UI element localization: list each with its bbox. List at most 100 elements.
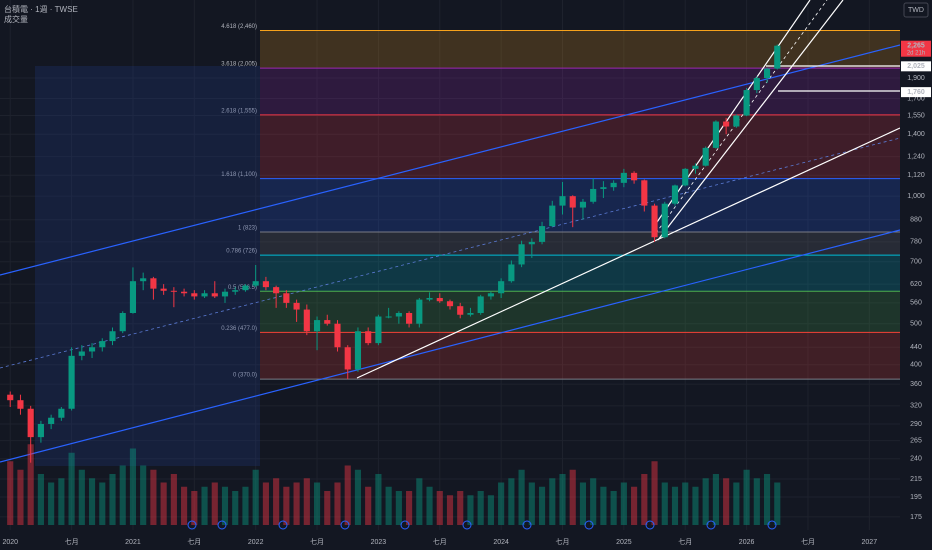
x-tick-label: 2022 xyxy=(248,539,264,546)
y-tick-label: 290 xyxy=(910,421,922,428)
y-tick-label: 240 xyxy=(910,456,922,463)
channel-lower xyxy=(0,229,901,463)
y-tick-label: 400 xyxy=(910,362,922,369)
volume-bar xyxy=(344,465,351,525)
volume-bar xyxy=(324,491,331,525)
event-icon[interactable] xyxy=(706,520,716,530)
event-icon[interactable] xyxy=(340,520,350,530)
volume-bar xyxy=(487,495,494,525)
y-tick-label: 1,700 xyxy=(907,95,925,102)
volume-bar xyxy=(702,478,709,525)
event-icon[interactable] xyxy=(400,520,410,530)
volume-bar xyxy=(313,482,321,525)
y-tick-label: 175 xyxy=(910,514,922,521)
countdown: 2d 21h xyxy=(907,50,925,56)
y-tick-label: 1,240 xyxy=(907,153,925,160)
candle-body xyxy=(262,281,269,288)
price-label: 1,760 xyxy=(907,89,925,96)
volume-bar xyxy=(712,474,719,525)
candle-body xyxy=(232,290,239,292)
volume-bar xyxy=(191,491,198,525)
candle-body xyxy=(313,320,321,332)
fib-band xyxy=(260,30,900,69)
candle-body xyxy=(416,299,423,324)
volume-bar xyxy=(140,465,147,525)
candle-body xyxy=(58,408,65,418)
event-icon[interactable] xyxy=(462,520,472,530)
candle-body xyxy=(129,281,137,314)
x-tick-label: 2026 xyxy=(739,539,755,546)
volume-bar xyxy=(283,486,290,525)
candle-body xyxy=(651,205,658,238)
price-label: 2,265 xyxy=(907,43,925,50)
event-icon[interactable] xyxy=(278,520,288,530)
candle-body xyxy=(365,331,372,344)
candle-body xyxy=(743,90,750,116)
candle-body xyxy=(641,180,648,206)
volume-bar xyxy=(549,478,556,525)
x-tick-label: 七月 xyxy=(433,537,447,546)
volume-bar xyxy=(181,486,188,525)
y-tick-label: 440 xyxy=(910,344,922,351)
candle-body xyxy=(538,226,546,242)
candle-body xyxy=(661,203,668,238)
volume-bar xyxy=(78,469,85,525)
volume-bar xyxy=(119,465,126,525)
volume-bar xyxy=(375,474,382,525)
volume-bar xyxy=(723,478,730,525)
fib-label: 0 (370.0) xyxy=(233,373,257,379)
volume-bar xyxy=(354,469,362,525)
y-tick-label: 560 xyxy=(910,300,922,307)
volume-bar xyxy=(242,486,249,525)
candle-body xyxy=(631,172,638,181)
volume-bar xyxy=(293,482,300,525)
fib-label: 4.618 (2,460) xyxy=(221,24,257,30)
channel-upper xyxy=(0,44,901,276)
candle-body xyxy=(406,313,413,324)
y-tick-label: 620 xyxy=(910,281,922,288)
x-tick-label: 七月 xyxy=(801,537,815,546)
volume-bar xyxy=(682,482,689,525)
channel-mid xyxy=(0,137,901,369)
trend-drawings xyxy=(0,0,901,463)
event-icon[interactable] xyxy=(645,520,655,530)
volume-bar xyxy=(631,486,638,525)
candle-body xyxy=(610,182,617,188)
volume-bar xyxy=(395,491,402,525)
volume-bar xyxy=(774,482,781,525)
candle-body xyxy=(150,278,157,289)
candle-body xyxy=(109,331,116,342)
event-icon[interactable] xyxy=(217,520,227,530)
candle-body xyxy=(487,293,494,297)
candle-body xyxy=(293,302,300,310)
candle-body xyxy=(181,291,188,294)
event-icon[interactable] xyxy=(767,520,777,530)
candle-body xyxy=(119,313,126,332)
fib-label: 1.618 (1,100) xyxy=(221,172,257,178)
volume-bar xyxy=(763,474,771,525)
currency: TWD xyxy=(908,7,924,14)
volume-bar xyxy=(88,478,96,525)
candle-body xyxy=(712,121,719,148)
axes: 1,900 1,700 1,550 1,400 1,240 1,120 1,000 880 78… xyxy=(2,40,931,546)
event-icon[interactable] xyxy=(584,520,594,530)
fib-band xyxy=(260,255,900,292)
event-icon[interactable] xyxy=(187,520,197,530)
steep-channel-upper xyxy=(654,0,811,226)
volume-bar xyxy=(569,469,576,525)
volume-bar xyxy=(528,482,535,525)
candle-body xyxy=(334,323,341,348)
volume-bar xyxy=(303,478,310,525)
event-icon[interactable] xyxy=(522,520,532,530)
y-tick-label: 1,120 xyxy=(907,172,925,179)
candle-body xyxy=(579,201,587,208)
volume-bar xyxy=(37,474,44,525)
grid xyxy=(0,0,900,530)
candle-body xyxy=(221,291,229,297)
candle-body xyxy=(191,293,198,297)
volume-bar xyxy=(600,486,607,525)
x-tick-label: 七月 xyxy=(310,537,324,546)
volume-bar xyxy=(753,478,760,525)
x-tick-label: 七月 xyxy=(65,537,79,546)
currency-box[interactable] xyxy=(903,2,929,18)
